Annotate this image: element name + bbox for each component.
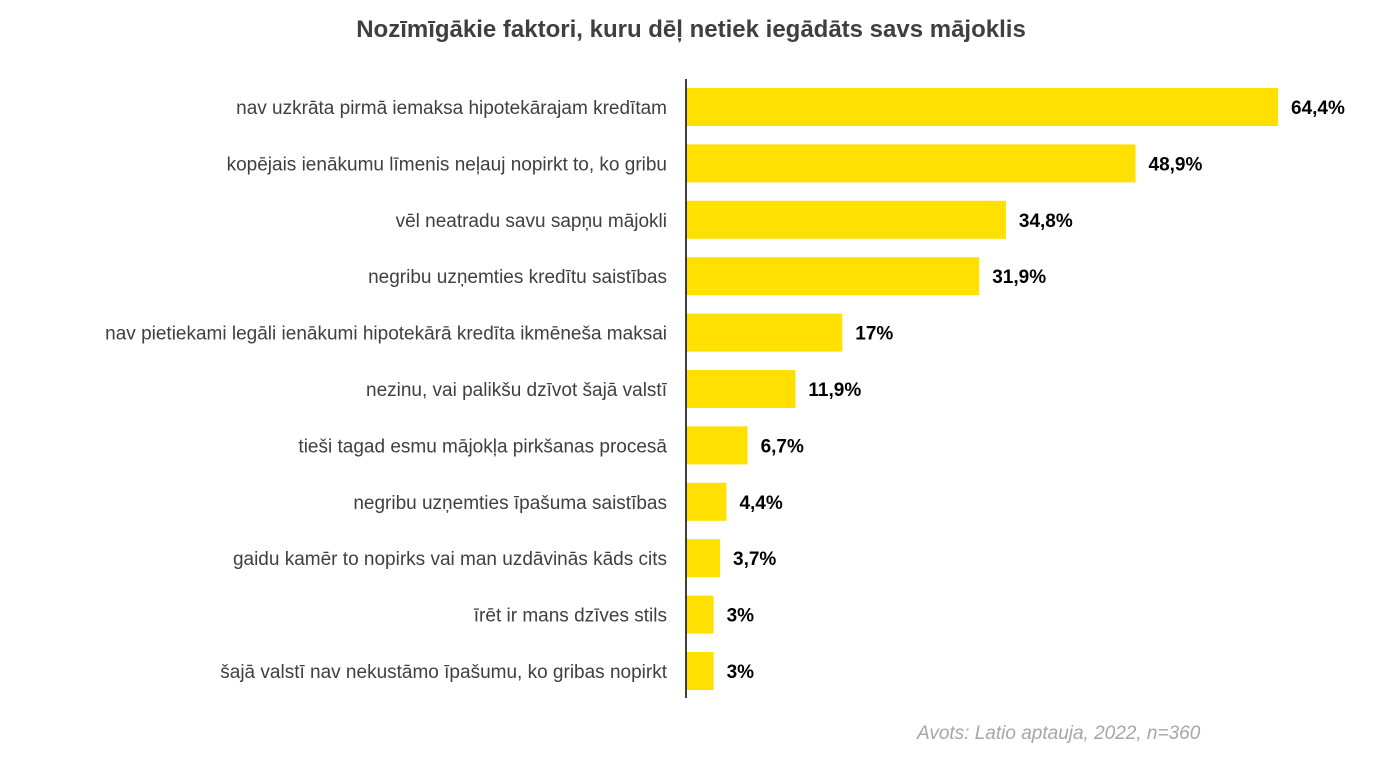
- source-note: Avots: Latio aptauja, 2022, n=360: [917, 723, 1201, 744]
- bar: [686, 257, 980, 296]
- category-label: nav pietiekami legāli ienākumi hipotekār…: [105, 324, 667, 345]
- category-label: negribu uzņemties īpašuma saistības: [353, 493, 667, 514]
- bar: [686, 370, 796, 408]
- value-label: 64,4%: [1291, 98, 1345, 119]
- value-label: 34,8%: [1019, 211, 1073, 232]
- category-label: īrēt ir mans dzīves stils: [474, 606, 667, 627]
- bar: [686, 88, 1278, 126]
- category-label: šajā valstī nav nekustāmo īpašumu, ko gr…: [220, 662, 667, 683]
- bar: [686, 313, 843, 352]
- chart-title: Nozīmīgākie faktori, kuru dēļ netiek ieg…: [356, 16, 1026, 43]
- bar: [686, 482, 727, 521]
- category-label: negribu uzņemties kredītu saistības: [368, 267, 667, 288]
- category-label: nav uzkrāta pirmā iemaksa hipotekārajam …: [236, 98, 667, 119]
- category-label: kopējais ienākumu līmenis neļauj nopirkt…: [227, 154, 667, 175]
- value-label: 6,7%: [761, 436, 804, 457]
- bar: [686, 595, 714, 634]
- value-label: 3,7%: [733, 549, 776, 570]
- bar: [686, 200, 1006, 239]
- category-label: nezinu, vai palikšu dzīvot šajā valstī: [366, 380, 668, 401]
- category-label: gaidu kamēr to nopirks vai man uzdāvinās…: [233, 549, 667, 570]
- value-label: 31,9%: [992, 267, 1046, 288]
- bar: [686, 144, 1136, 183]
- value-label: 11,9%: [808, 380, 861, 401]
- value-label: 4,4%: [739, 493, 782, 514]
- value-label: 3%: [727, 662, 755, 683]
- bar: [686, 426, 748, 465]
- value-label: 3%: [727, 606, 755, 627]
- bar: [686, 652, 714, 690]
- category-label: vēl neatradu savu sapņu mājokli: [396, 211, 667, 232]
- value-label: 17%: [855, 324, 893, 345]
- category-label: tieši tagad esmu mājokļa pirkšanas proce…: [298, 436, 667, 457]
- bar: [686, 539, 721, 578]
- value-label: 48,9%: [1149, 154, 1203, 175]
